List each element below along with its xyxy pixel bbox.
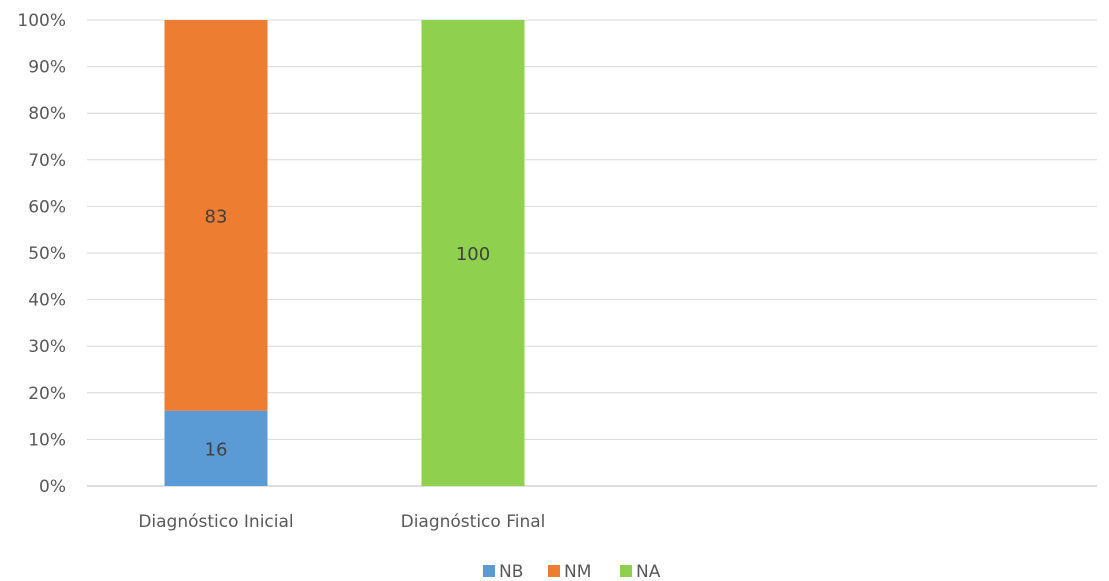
x-category-label: Diagnóstico Final <box>401 512 546 532</box>
legend-swatch-na <box>620 565 632 577</box>
data-label: 100 <box>456 244 490 265</box>
y-tick-label: 50% <box>28 244 66 264</box>
y-tick-label: 60% <box>28 197 66 217</box>
y-tick-label: 0% <box>39 477 66 497</box>
bar-segment-nb <box>164 410 268 486</box>
legend-label: NA <box>636 562 661 581</box>
y-axis-tick-labels: 0% 10% 20% 30% 40% 50% 60% 70% 80% 90% 100% <box>17 11 66 497</box>
x-category-label: Diagnóstico Inicial <box>138 512 293 532</box>
legend-label: NB <box>499 562 523 581</box>
y-tick-label: 10% <box>28 430 66 450</box>
data-label: 16 <box>205 439 228 460</box>
bar-segment-na <box>421 20 525 486</box>
x-axis-category-labels: Diagnóstico Inicial Diagnóstico Final <box>138 512 545 532</box>
y-tick-label: 100% <box>17 11 66 31</box>
legend-label: NM <box>564 562 591 581</box>
y-tick-label: 70% <box>28 151 66 171</box>
data-label: 83 <box>205 206 228 227</box>
legend-swatch-nm <box>548 565 560 577</box>
y-tick-label: 20% <box>28 384 66 404</box>
legend: NB NM NA <box>483 562 661 581</box>
y-tick-label: 40% <box>28 291 66 311</box>
bars <box>164 20 525 486</box>
y-tick-label: 80% <box>28 104 66 124</box>
bar-segment-nm <box>164 20 268 411</box>
y-tick-label: 30% <box>28 337 66 357</box>
y-tick-label: 90% <box>28 58 66 78</box>
data-labels: 16 83 100 <box>205 206 491 460</box>
legend-swatch-nb <box>483 565 495 577</box>
